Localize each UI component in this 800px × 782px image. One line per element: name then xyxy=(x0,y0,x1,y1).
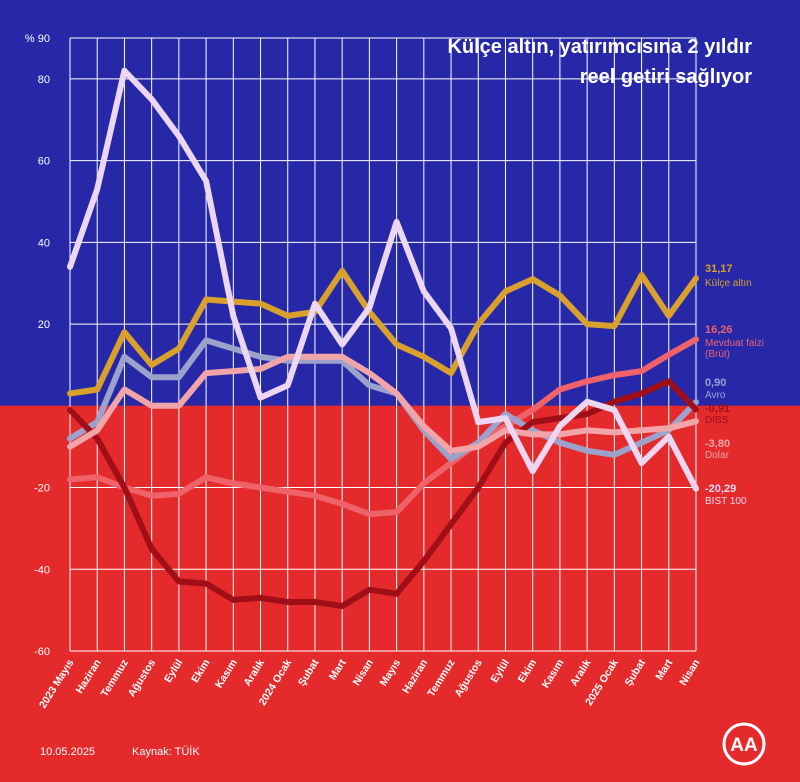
series-name-label: Külçe altın xyxy=(705,278,752,289)
y-tick-label: 40 xyxy=(38,237,50,249)
source-label: Kaynak: TÜİK xyxy=(132,746,200,758)
y-tick-label: -20 xyxy=(34,483,50,495)
grid-lines xyxy=(69,37,697,652)
series-line xyxy=(67,353,699,454)
series-end-value: -3,80 xyxy=(705,438,730,450)
series-name-label: DİBS xyxy=(705,413,729,426)
series-line xyxy=(67,267,699,397)
series-line xyxy=(67,337,699,462)
y-tick-label: -40 xyxy=(34,564,50,576)
series-end-value: -20,29 xyxy=(705,483,736,495)
series-end-value: 16,26 xyxy=(705,324,733,336)
title-line-2: reel getiri sağlıyor xyxy=(579,66,752,88)
series-name-label: Avro xyxy=(705,390,726,401)
series-line xyxy=(67,67,699,492)
y-tick-label: 20 xyxy=(38,319,50,331)
date-label: 10.05.2025 xyxy=(40,746,96,758)
series-name-label: BIST 100 xyxy=(705,496,747,507)
series-name-label: (Brüt) xyxy=(705,349,730,360)
series-name-label: Mevduat faizi xyxy=(705,338,764,349)
series-end-value: 0,90 xyxy=(705,377,726,389)
series-line xyxy=(67,378,699,609)
logo-text: AA xyxy=(730,735,758,756)
series-end-value: 31,17 xyxy=(705,263,733,275)
end-labels: 31,17 Külçe altın 16,26 Mevduat faizi(Brüt)… xyxy=(705,263,764,507)
background-top xyxy=(0,0,800,406)
y-axis-ticks: -60 -40 -20 20 40 60 80 % 90 xyxy=(25,33,50,658)
chart-title: Külçe altın, yatırımcısına 2 yıldır reel… xyxy=(447,32,752,92)
y-tick-label: -60 xyxy=(34,646,50,658)
y-tick-label: 80 xyxy=(38,74,50,86)
series-end-value: -0,91 xyxy=(705,403,730,415)
series-lines xyxy=(67,67,699,609)
title-line-1: Külçe altın, yatırımcısına 2 yıldır xyxy=(447,36,752,58)
y-tick-label: 60 xyxy=(38,156,50,168)
series-line xyxy=(67,336,699,518)
aa-logo-icon: AA xyxy=(722,722,766,766)
series-name-label: Dolar xyxy=(705,450,730,461)
y-tick-label: % 90 xyxy=(25,33,50,45)
